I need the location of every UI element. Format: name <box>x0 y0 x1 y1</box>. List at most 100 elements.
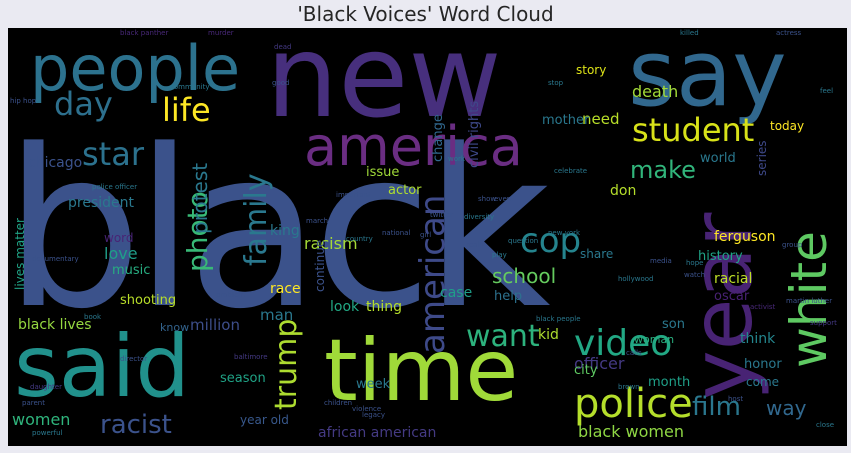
word-think: think <box>740 331 776 347</box>
word-death: death <box>632 82 679 101</box>
word-small-20: daughter <box>30 383 62 391</box>
word-small-3: killed <box>680 29 699 37</box>
word-school: school <box>492 264 557 288</box>
word-trump: trump <box>269 318 304 410</box>
word-civil_rights: civil rights <box>467 100 482 168</box>
word-police: police <box>574 381 693 427</box>
word-kid: kid <box>538 327 559 343</box>
word-man: man <box>260 306 294 324</box>
word-small-24: feel <box>820 87 834 95</box>
word-racial: racial <box>714 271 753 287</box>
word-say: say <box>628 28 787 127</box>
word-today: today <box>770 119 805 133</box>
word-world: world <box>700 151 736 166</box>
word-small-11: important <box>336 191 371 199</box>
word-season: season <box>220 371 266 386</box>
word-women: women <box>12 410 71 429</box>
word-son: son <box>662 317 685 332</box>
word-black: black <box>8 104 551 357</box>
word-honor: honor <box>744 357 782 372</box>
word-officer: officer <box>574 354 625 373</box>
word-small-44: brown <box>618 383 640 391</box>
word-small-14: show <box>478 195 497 203</box>
word-know: know <box>160 321 190 334</box>
word-racism: racism <box>304 234 358 253</box>
word-black_lives: black lives <box>18 317 92 333</box>
word-history: history <box>698 249 743 264</box>
word-small-40: play <box>492 251 507 259</box>
word-word: word <box>104 231 134 245</box>
word-year_old: year old <box>240 413 289 427</box>
word-small-42: hope <box>686 259 704 267</box>
word-city: city <box>574 363 598 378</box>
word-small-13: diversity <box>464 213 495 221</box>
word-small-28: book <box>84 313 102 321</box>
word-race: race <box>270 281 301 297</box>
word-woman: woman <box>634 333 675 346</box>
word-king: king <box>270 223 300 239</box>
word-small-27: documentary <box>32 255 79 263</box>
word-small-48: stop <box>548 79 564 87</box>
word-small-12: twitter <box>430 211 454 219</box>
word-small-49: dead <box>274 43 292 51</box>
word-small-41: watch <box>684 271 706 279</box>
word-small-5: baltimore <box>234 353 268 361</box>
word-small-47: good <box>272 79 290 87</box>
word-small-38: work <box>448 155 465 163</box>
word-small-15: event <box>494 195 514 203</box>
word-need: need <box>582 110 620 128</box>
word-case: case <box>440 285 473 301</box>
word-come: come <box>746 375 780 389</box>
word-time: time <box>324 321 519 421</box>
word-family: family <box>239 173 274 266</box>
word-small-30: activist <box>750 303 776 311</box>
word-film: film <box>692 392 741 422</box>
word-oscar: oscar <box>714 289 750 304</box>
word-small-23: celebrate <box>554 167 588 175</box>
word-cloud: black new say people said time year amer… <box>8 28 847 446</box>
word-small-32: question <box>508 237 539 245</box>
word-love: love <box>104 244 138 263</box>
word-small-46: close <box>816 421 835 429</box>
word-day: day <box>54 85 113 123</box>
chart-title: 'Black Voices' Word Cloud <box>297 2 554 26</box>
word-small-1: hip hop <box>10 97 37 105</box>
word-want: want <box>466 319 540 354</box>
word-series: series <box>755 140 769 176</box>
word-small-35: girl <box>420 231 432 239</box>
word-small-18: black people <box>536 315 581 323</box>
word-small-37: march <box>306 217 329 225</box>
word-change: change <box>431 114 446 162</box>
word-mother: mother <box>542 113 590 128</box>
word-chicago: chicago <box>28 155 83 171</box>
word-small-22: powerful <box>32 429 63 437</box>
word-small-2: black panther <box>120 29 169 37</box>
word-video: video <box>574 323 673 364</box>
word-week: week <box>356 377 391 392</box>
word-don: don <box>610 183 637 199</box>
word-month: month <box>648 375 691 390</box>
word-actor: actor <box>388 183 422 198</box>
word-small-36: country <box>346 235 373 243</box>
word-small-19: director <box>120 355 148 363</box>
word-people: people <box>30 32 241 105</box>
word-small-29: children <box>324 399 353 407</box>
word-america: america <box>304 115 523 178</box>
word-small-8: martin luther <box>786 297 833 305</box>
word-small-45: host <box>728 395 744 403</box>
word-lives_matter: lives matter <box>13 218 27 290</box>
word-help: help <box>494 289 523 304</box>
word-small-4: actress <box>776 29 802 37</box>
word-make: make <box>630 156 696 184</box>
word-small-25: group <box>782 241 803 249</box>
word-star: star <box>82 135 144 173</box>
word-small-10: community <box>170 83 210 91</box>
word-issue: issue <box>366 165 400 180</box>
word-new: new <box>266 28 502 143</box>
word-racist: racist <box>100 410 172 440</box>
word-small-39: really <box>466 241 486 249</box>
word-small-33: murder <box>208 29 234 37</box>
word-thing: thing <box>366 299 403 315</box>
word-small-21: parent <box>22 399 45 407</box>
word-life: life <box>162 91 211 129</box>
